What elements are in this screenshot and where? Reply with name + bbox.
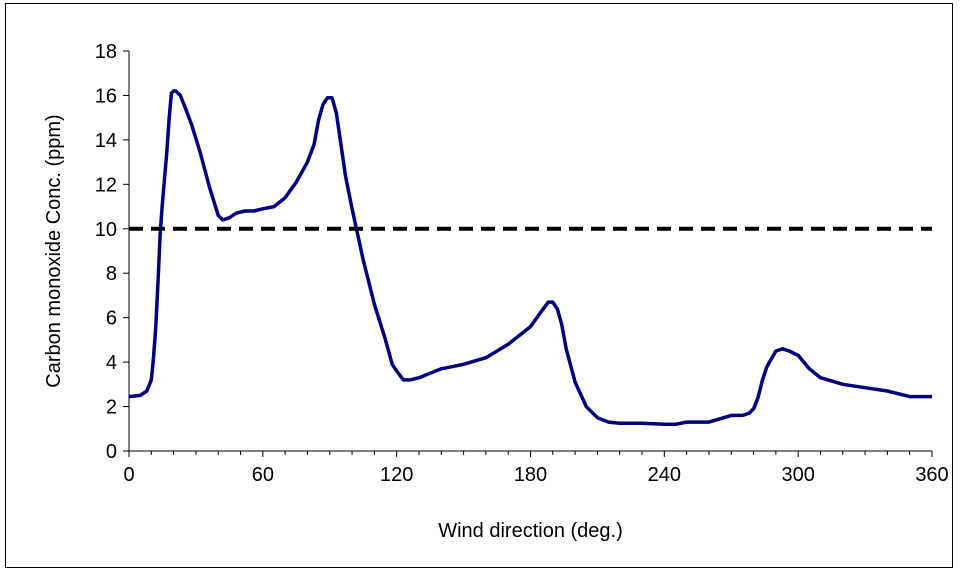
y-tick-label: 8 [106, 263, 117, 285]
x-tick-label: 360 [915, 464, 948, 486]
x-tick-label: 60 [252, 464, 274, 486]
y-axis-ticks: 0 2 4 6 8 10 12 14 16 18 [95, 41, 129, 463]
y-tick-label: 4 [106, 352, 117, 374]
x-tick-label: 240 [648, 464, 681, 486]
x-tick-label: 0 [123, 464, 134, 486]
x-tick-label: 120 [380, 464, 413, 486]
y-tick-label: 14 [95, 130, 117, 152]
x-tick-label: 180 [514, 464, 547, 486]
y-tick-label: 16 [95, 85, 117, 107]
x-tick-label: 300 [781, 464, 814, 486]
y-tick-label: 0 [106, 441, 117, 463]
co-concentration-line [128, 89, 932, 427]
y-tick-label: 12 [95, 174, 117, 196]
y-tick-label: 6 [106, 308, 117, 330]
y-tick-label: 10 [95, 219, 117, 241]
y-tick-label: 18 [95, 41, 117, 63]
x-axis-title: Wind direction (deg.) [438, 520, 623, 542]
plot-area: 0 2 4 6 8 10 12 14 16 18 0 60 120 180 240 300 360 [95, 41, 949, 486]
series-layer [128, 89, 932, 427]
chart-frame [5, 3, 953, 568]
y-tick-label: 2 [106, 397, 117, 419]
y-axis-title: Carbon monoxide Conc. (ppm) [43, 114, 65, 387]
x-axis-ticks: 0 60 120 180 240 300 360 [123, 451, 949, 486]
